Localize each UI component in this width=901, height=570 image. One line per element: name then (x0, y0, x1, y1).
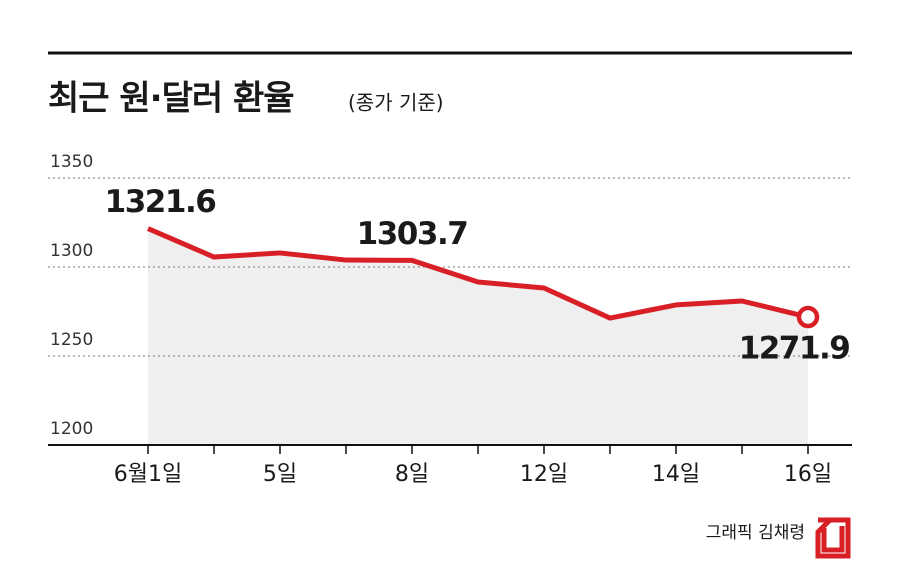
chart-title: 최근 원·달러 환율 (48, 79, 294, 119)
x-tick-label: 5일 (263, 462, 297, 487)
end-marker (796, 305, 820, 329)
x-tick-label: 14일 (652, 462, 700, 487)
x-tick-label: 16일 (784, 462, 832, 487)
y-tick-label: 1300 (50, 241, 93, 261)
y-tick-label: 1250 (50, 330, 93, 350)
x-tick-label: 8일 (395, 462, 429, 487)
x-tick-label: 6월1일 (114, 462, 182, 487)
chart-subtitle: (종가 기준) (348, 91, 444, 115)
value-label: 1303.7 (357, 216, 468, 252)
value-label: 1321.6 (105, 184, 216, 220)
y-tick-label: 1350 (50, 152, 93, 172)
credit: 그래픽 김채령 (706, 523, 805, 543)
value-label: 1271.9 (739, 331, 850, 367)
area (148, 228, 808, 445)
logo (815, 517, 851, 559)
line (147, 226, 809, 321)
y-tick-label: 1200 (50, 419, 93, 439)
x-tick-label: 12일 (520, 462, 568, 487)
